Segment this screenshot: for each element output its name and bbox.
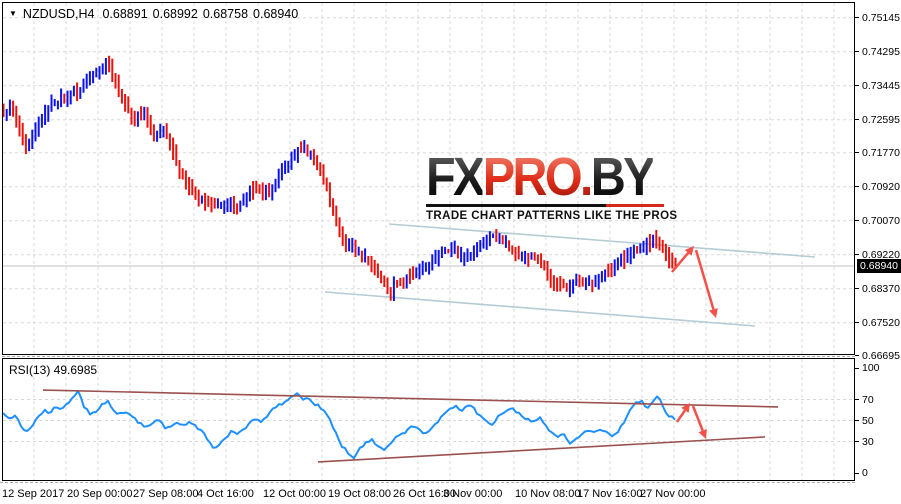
rsi-indicator-label: RSI(13) 49.6985 (9, 363, 98, 377)
time-axis-label: 10 Nov 08:00 (515, 488, 581, 500)
rsi-axis-label: 50 (862, 414, 874, 427)
price-chart-panel[interactable]: ▼ NZDUSD,H4 0.68891 0.68992 0.68758 0.68940 F… (2, 2, 855, 355)
time-axis-label: 12 Sep 2017 (2, 488, 65, 500)
rsi-axis-tick (855, 472, 859, 474)
logo-divider-red (606, 204, 664, 207)
price-axis-tick (855, 119, 859, 121)
price-axis-label: 0.73445 (862, 79, 900, 92)
fxpro-logo: FXPRO.BY (426, 150, 656, 204)
price-axis-tick (855, 51, 859, 53)
price-axis-label: 0.72595 (862, 113, 900, 126)
rsi-axis-label: 30 (862, 435, 874, 448)
price-axis-label: 0.70070 (862, 214, 900, 227)
time-axis-label: 12 Oct 00:00 (263, 488, 326, 500)
price-axis-tick (855, 17, 859, 19)
logo-by-text: BY (590, 147, 656, 207)
logo-fx-text: FX (426, 147, 485, 207)
price-axis-label: 0.71770 (862, 146, 900, 159)
price-axis-tick (855, 355, 859, 357)
rsi-axis-tick (855, 367, 859, 369)
time-axis-label: 20 Sep 00:00 (67, 488, 133, 500)
price-axis-tick (855, 152, 859, 154)
rsi-axis-tick (855, 441, 859, 442)
time-axis-label: 19 Oct 08:00 (328, 488, 391, 500)
logo-pro-text: PRO. (482, 147, 594, 207)
price-axis-tick (855, 254, 859, 256)
ohlc-high: 0.68992 (152, 7, 198, 21)
price-axis-tick (855, 322, 859, 324)
rsi-axis-label: 70 (862, 393, 874, 406)
rsi-axis-tick (855, 420, 859, 421)
time-axis-label: 3 Nov 00:00 (443, 488, 503, 500)
rsi-chart-canvas[interactable] (3, 359, 854, 480)
price-axis[interactable]: 0.75145 0.74295 0.73445 0.72595 0.71770 0.709… (855, 0, 901, 482)
panel-separator-ticks (2, 356, 855, 357)
price-axis-tick (855, 220, 859, 222)
symbol-dropdown-icon[interactable]: ▼ (9, 9, 17, 18)
price-axis-label: 0.74295 (862, 45, 900, 58)
current-price-tag: 0.68940 (857, 259, 901, 273)
price-axis-tick (855, 288, 859, 290)
logo-divider-black (426, 204, 606, 207)
ohlc-close: 0.68940 (253, 7, 299, 21)
ohlc-low: 0.68758 (202, 7, 249, 21)
price-axis-label: 0.75145 (862, 11, 900, 24)
time-axis-label: 4 Oct 16:00 (197, 488, 254, 500)
time-axis-label: 27 Nov 00:00 (640, 488, 706, 500)
chart-title: ▼ NZDUSD,H4 0.68891 0.68992 0.68758 0.68940 (9, 7, 303, 21)
fxpro-watermark: FXPRO.BY TRADE CHART PATTERNS LIKE THE P… (426, 150, 678, 222)
price-axis-label: 0.68370 (862, 282, 900, 295)
logo-divider (426, 204, 666, 207)
price-axis-label: 0.67520 (862, 316, 900, 329)
rsi-axis-label: 100 (862, 362, 880, 374)
logo-tagline: TRADE CHART PATTERNS LIKE THE PROS (426, 210, 678, 222)
rsi-axis-label: 0 (862, 467, 868, 479)
time-axis-label: 27 Sep 08:00 (133, 488, 199, 500)
price-axis-tick (855, 85, 859, 87)
price-axis-tick (855, 186, 859, 188)
time-axis-label: 17 Nov 16:00 (577, 488, 643, 500)
ohlc-open: 0.68891 (102, 7, 148, 21)
price-chart-canvas[interactable] (3, 3, 854, 354)
chart-symbol-timeframe: NZDUSD,H4 (22, 7, 95, 21)
time-axis[interactable]: 12 Sep 2017 20 Sep 00:00 27 Sep 08:00 4 Oct… (0, 482, 855, 504)
price-axis-label: 0.70920 (862, 180, 900, 193)
time-axis-label: 26 Oct 16:00 (393, 488, 456, 500)
rsi-panel[interactable]: RSI(13) 49.6985 (2, 358, 855, 481)
price-axis-label: 0.69220 (862, 248, 900, 261)
rsi-axis-tick (855, 399, 859, 400)
price-axis-label: 0.66695 (862, 349, 900, 362)
